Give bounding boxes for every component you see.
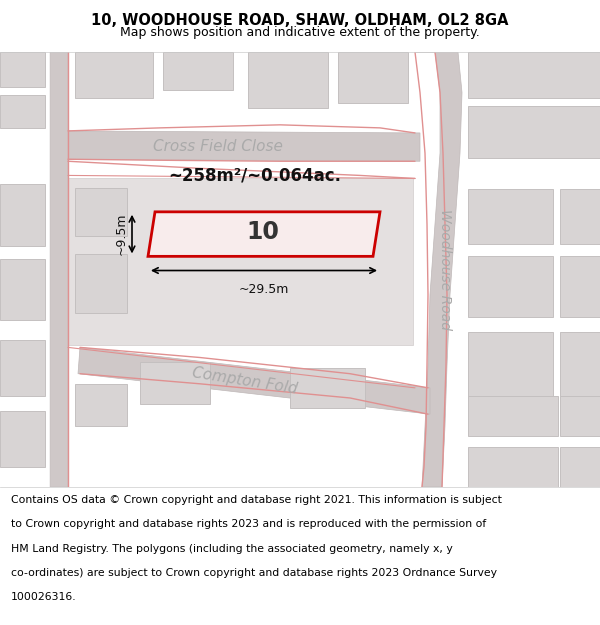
Bar xyxy=(75,254,127,313)
Text: Woodhouse Road: Woodhouse Road xyxy=(438,209,452,330)
Text: Contains OS data © Crown copyright and database right 2021. This information is : Contains OS data © Crown copyright and d… xyxy=(11,495,502,505)
Bar xyxy=(468,256,553,317)
Bar xyxy=(560,446,600,487)
Text: ~9.5m: ~9.5m xyxy=(115,213,128,256)
Bar xyxy=(0,411,45,467)
Bar xyxy=(338,52,408,102)
Bar xyxy=(0,341,45,396)
Bar xyxy=(140,361,210,404)
Bar xyxy=(75,188,127,236)
Text: 10, WOODHOUSE ROAD, SHAW, OLDHAM, OL2 8GA: 10, WOODHOUSE ROAD, SHAW, OLDHAM, OL2 8G… xyxy=(91,13,509,28)
Bar xyxy=(560,396,600,436)
Bar xyxy=(468,446,558,487)
Bar xyxy=(75,52,153,98)
Polygon shape xyxy=(148,212,380,256)
Bar xyxy=(248,52,328,107)
Bar xyxy=(560,332,600,398)
Bar xyxy=(468,396,558,436)
Text: HM Land Registry. The polygons (including the associated geometry, namely x, y: HM Land Registry. The polygons (includin… xyxy=(11,544,452,554)
Text: 10: 10 xyxy=(247,220,280,244)
Bar xyxy=(75,384,127,426)
Bar xyxy=(0,52,45,88)
Bar xyxy=(0,184,45,246)
Bar xyxy=(560,256,600,317)
Bar xyxy=(0,259,45,320)
Bar xyxy=(468,189,553,244)
Bar xyxy=(468,106,600,158)
Text: Compton Fold: Compton Fold xyxy=(191,365,299,396)
Bar xyxy=(68,179,413,346)
Polygon shape xyxy=(50,52,68,487)
Polygon shape xyxy=(415,52,462,487)
Polygon shape xyxy=(78,348,430,414)
Bar xyxy=(290,368,365,408)
Bar xyxy=(468,332,553,398)
Text: co-ordinates) are subject to Crown copyright and database rights 2023 Ordnance S: co-ordinates) are subject to Crown copyr… xyxy=(11,568,497,578)
Text: Map shows position and indicative extent of the property.: Map shows position and indicative extent… xyxy=(120,26,480,39)
Text: ~29.5m: ~29.5m xyxy=(239,282,289,296)
Text: 100026316.: 100026316. xyxy=(11,592,76,602)
Bar xyxy=(560,189,600,244)
Bar xyxy=(163,52,233,91)
Polygon shape xyxy=(55,131,420,161)
Text: ~258m²/~0.064ac.: ~258m²/~0.064ac. xyxy=(169,166,341,184)
Bar xyxy=(468,52,600,98)
Text: to Crown copyright and database rights 2023 and is reproduced with the permissio: to Crown copyright and database rights 2… xyxy=(11,519,486,529)
Text: Cross Field Close: Cross Field Close xyxy=(153,139,283,154)
Bar xyxy=(0,96,45,128)
